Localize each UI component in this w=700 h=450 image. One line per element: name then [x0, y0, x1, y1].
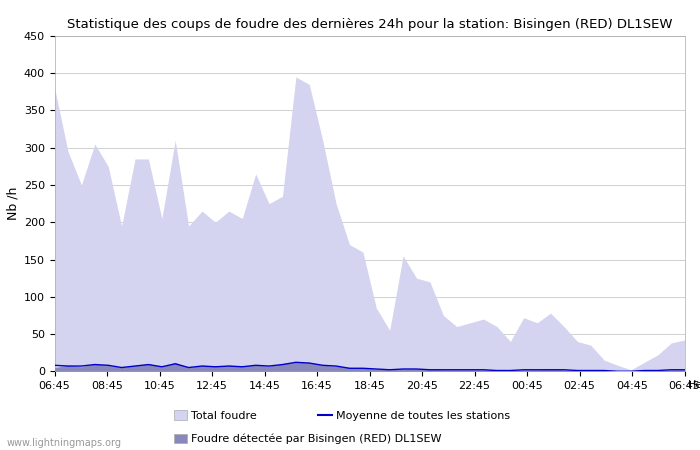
Legend: Foudre détectée par Bisingen (RED) DL1SEW: Foudre détectée par Bisingen (RED) DL1SE… [174, 434, 442, 444]
Text: Heure: Heure [688, 380, 700, 390]
Title: Statistique des coups de foudre des dernières 24h pour la station: Bisingen (RED: Statistique des coups de foudre des dern… [67, 18, 672, 31]
Text: www.lightningmaps.org: www.lightningmaps.org [7, 438, 122, 448]
Y-axis label: Nb /h: Nb /h [6, 187, 20, 220]
